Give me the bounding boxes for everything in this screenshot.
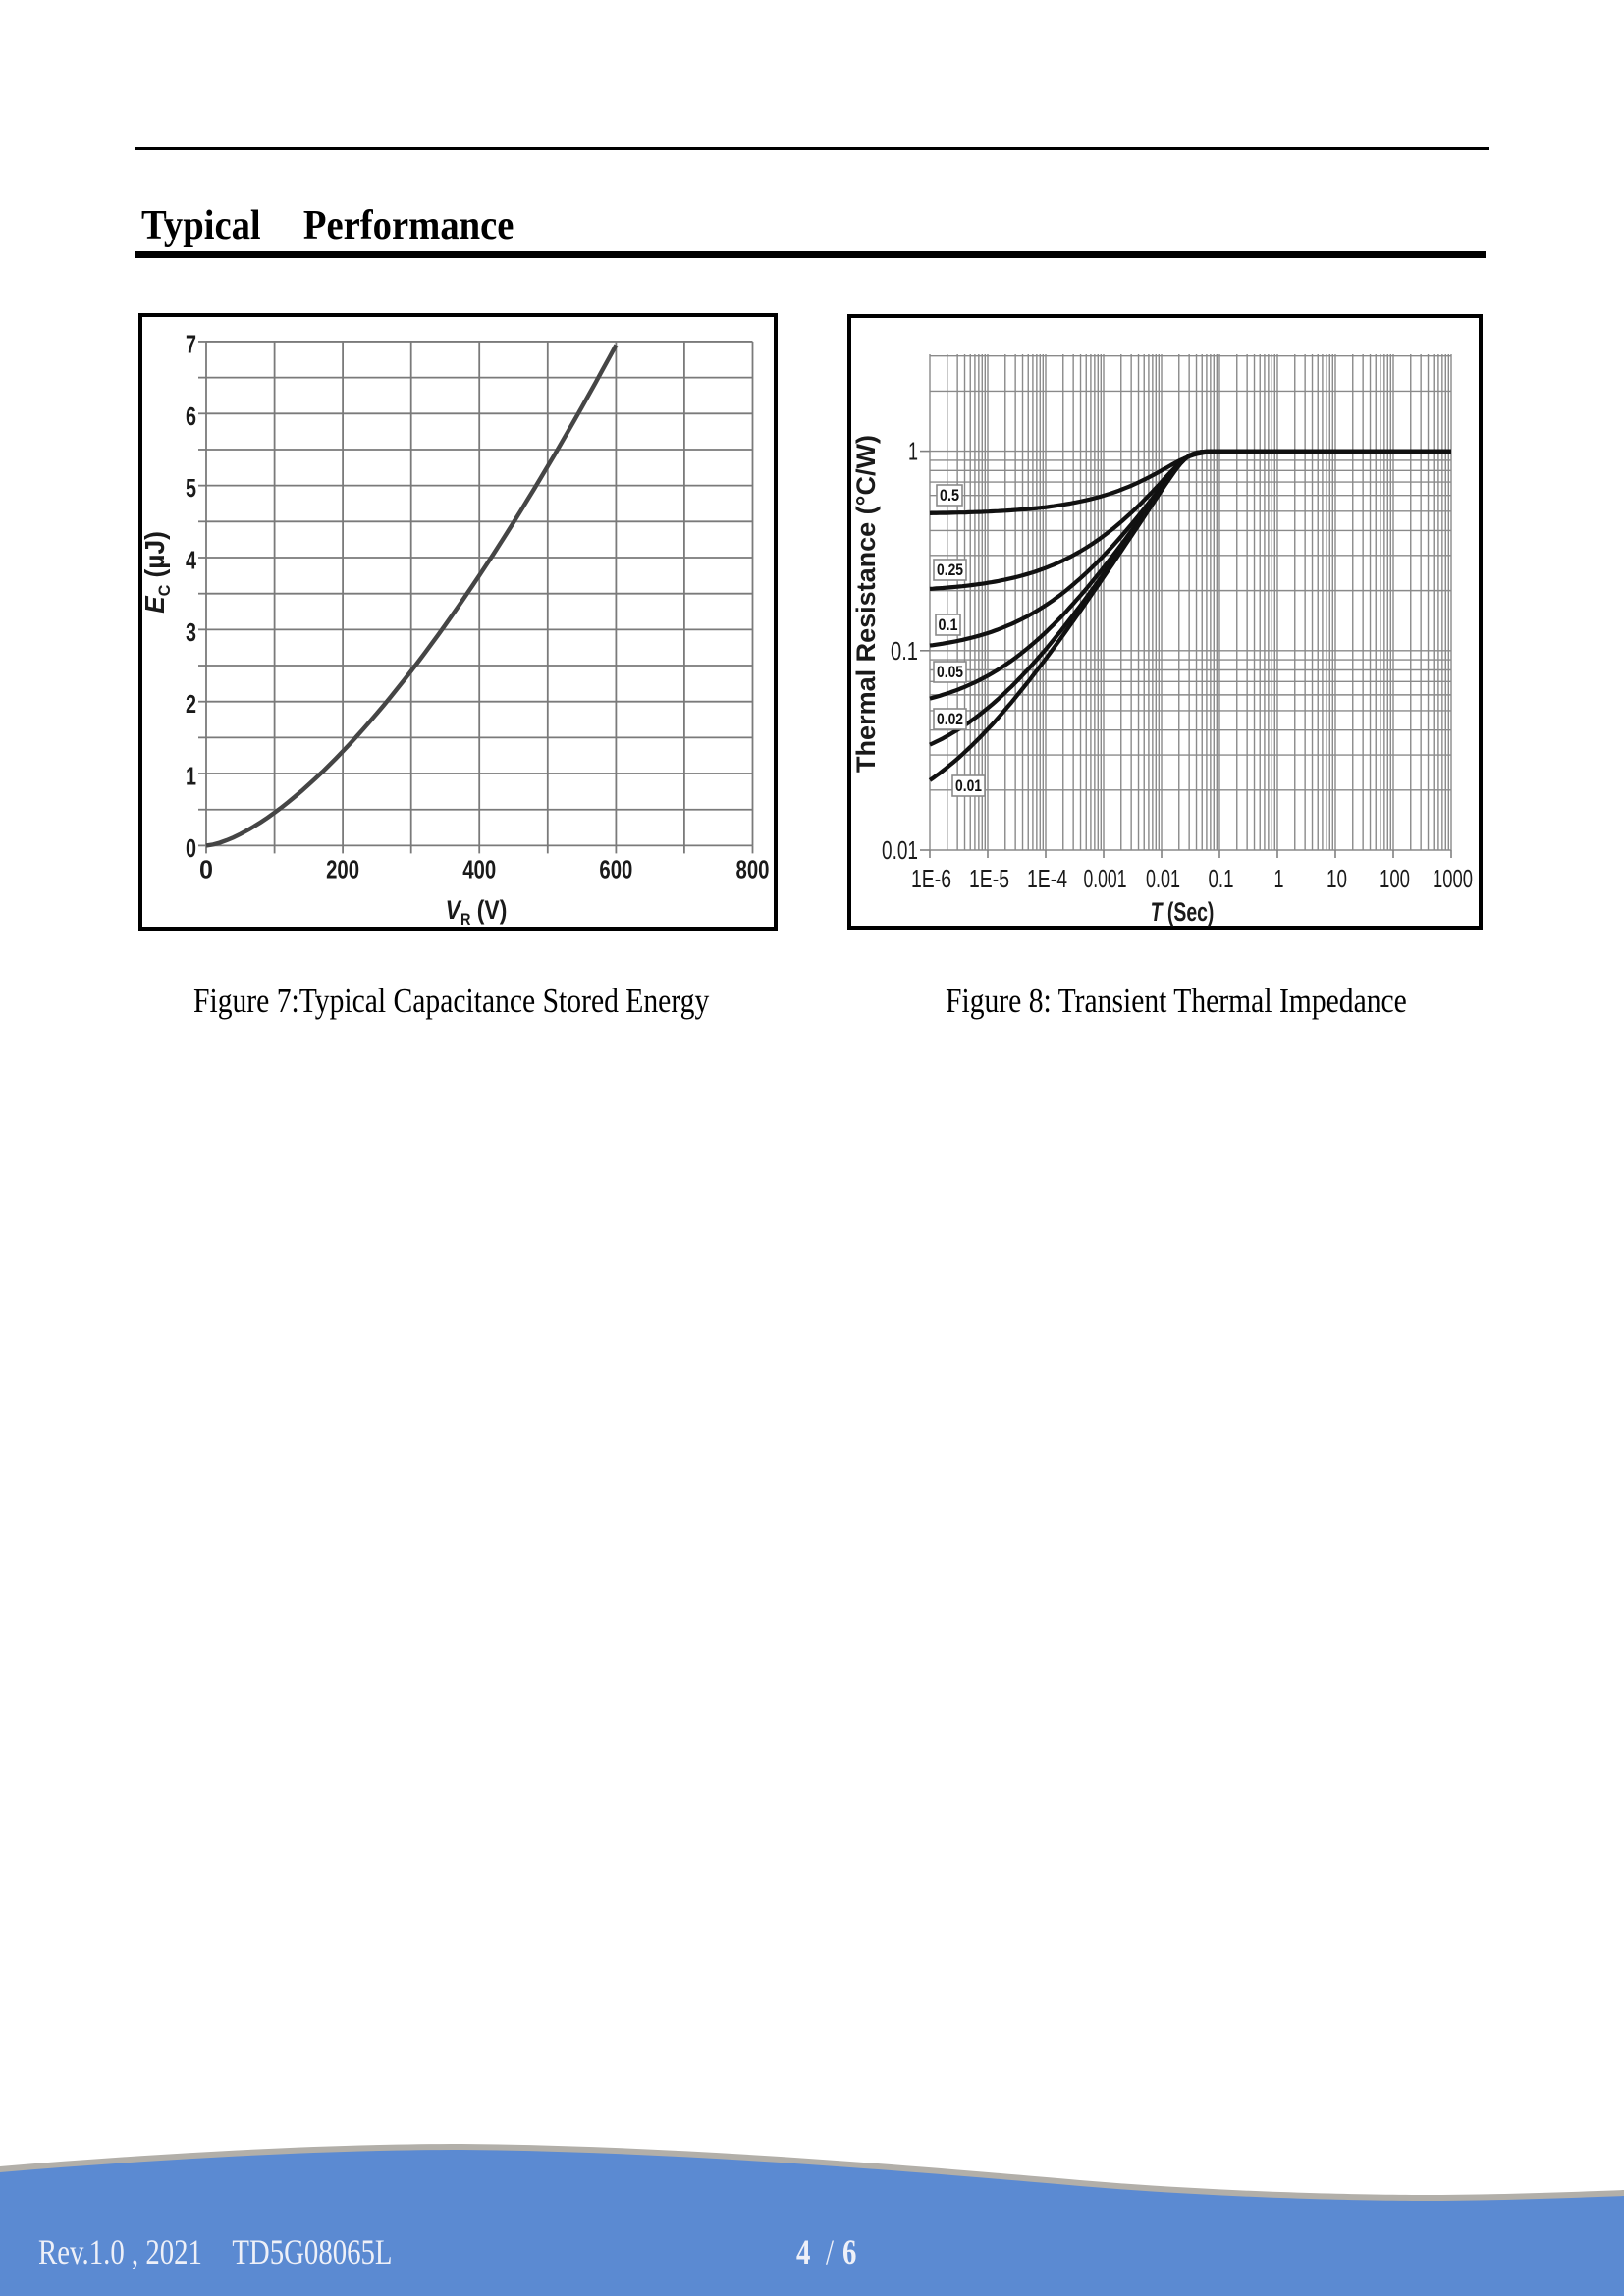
svg-text:T (Sec): T (Sec) xyxy=(1151,897,1215,927)
svg-text:1: 1 xyxy=(1274,864,1284,893)
svg-text:1E-6: 1E-6 xyxy=(911,864,951,893)
svg-text:1: 1 xyxy=(908,437,918,466)
svg-text:EC (µJ): EC (µJ) xyxy=(138,531,174,614)
svg-text:0.1: 0.1 xyxy=(1209,864,1234,893)
svg-text:0.1: 0.1 xyxy=(939,615,958,634)
svg-text:Thermal Resistance (°C/W): Thermal Resistance (°C/W) xyxy=(851,435,881,773)
svg-text:3: 3 xyxy=(186,617,196,647)
svg-text:6: 6 xyxy=(186,401,196,431)
svg-text:10: 10 xyxy=(1326,864,1347,893)
svg-text:0: 0 xyxy=(199,855,213,884)
svg-text:0.02: 0.02 xyxy=(937,710,963,728)
svg-text:VR (V): VR (V) xyxy=(446,895,508,929)
svg-text:2: 2 xyxy=(186,689,196,719)
svg-text:1000: 1000 xyxy=(1433,864,1473,893)
svg-text:100: 100 xyxy=(1380,864,1410,893)
svg-text:400: 400 xyxy=(462,855,496,884)
svg-text:0.001: 0.001 xyxy=(1084,864,1127,893)
svg-text:0.01: 0.01 xyxy=(955,776,982,795)
svg-text:0.01: 0.01 xyxy=(1146,864,1180,893)
svg-text:0.05: 0.05 xyxy=(937,663,963,681)
svg-text:0.01: 0.01 xyxy=(882,835,918,865)
svg-text:200: 200 xyxy=(326,855,359,884)
svg-text:0.25: 0.25 xyxy=(937,561,963,579)
svg-text:4: 4 xyxy=(186,546,196,575)
svg-text:1E-5: 1E-5 xyxy=(969,864,1009,893)
svg-text:0: 0 xyxy=(186,833,196,863)
svg-text:1E-4: 1E-4 xyxy=(1027,864,1067,893)
svg-text:1: 1 xyxy=(186,762,196,791)
svg-text:600: 600 xyxy=(599,855,632,884)
svg-text:0.5: 0.5 xyxy=(940,486,959,505)
svg-text:800: 800 xyxy=(736,855,770,884)
svg-text:7: 7 xyxy=(186,330,196,359)
svg-text:0.1: 0.1 xyxy=(891,636,918,666)
svg-text:5: 5 xyxy=(186,473,196,503)
